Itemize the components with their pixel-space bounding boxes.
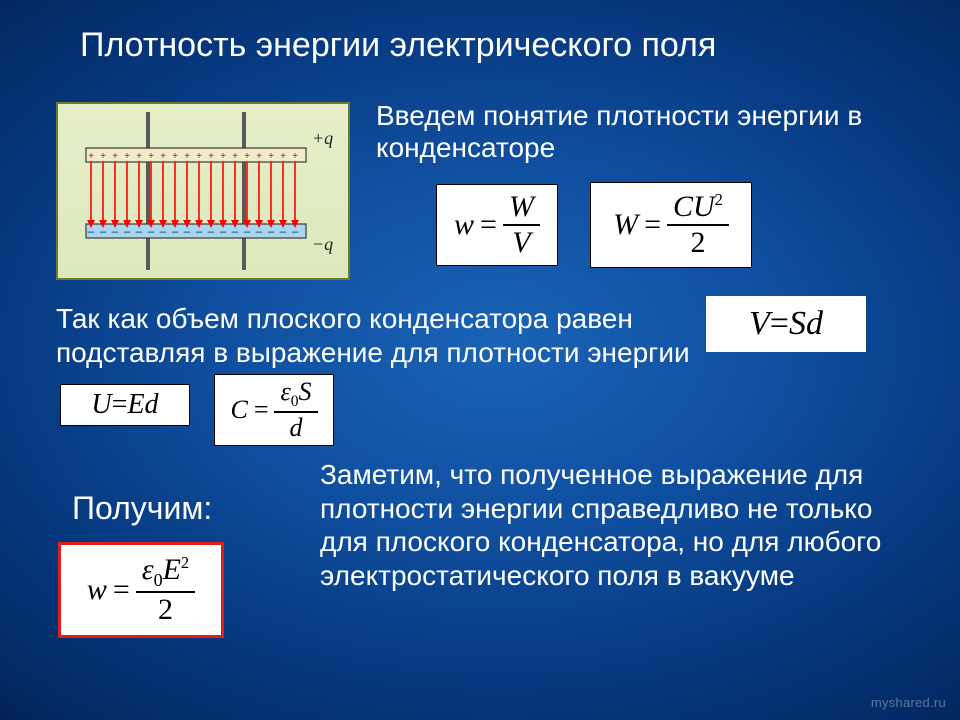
result-label: Получим: <box>72 490 212 527</box>
svg-text:–: – <box>220 224 227 238</box>
svg-text:–: – <box>232 224 239 238</box>
svg-text:+: + <box>172 151 178 162</box>
svg-text:+: + <box>148 151 154 162</box>
svg-text:–: – <box>196 224 203 238</box>
svg-text:–: – <box>268 224 275 238</box>
slide: Плотность энергии электрического поля + +… <box>0 0 960 720</box>
svg-text:+: + <box>232 151 238 162</box>
mid-line2: подставляя в выражение для плотности эне… <box>56 337 690 368</box>
mid-line1: Так как объем плоского конденсатора раве… <box>56 303 633 334</box>
svg-text:–: – <box>256 224 263 238</box>
svg-text:+: + <box>100 151 106 162</box>
svg-text:–: – <box>136 224 143 238</box>
svg-text:+: + <box>160 151 166 162</box>
capacitor-diagram: ++++++++++++++++++––––––––––––––––––+q−q <box>56 102 350 280</box>
svg-text:–: – <box>184 224 191 238</box>
formula-capacitance: C=ε0Sd <box>214 374 334 446</box>
svg-text:+: + <box>184 151 190 162</box>
note-text: Заметим, что полученное выражение для пл… <box>320 458 910 592</box>
svg-text:+: + <box>136 151 142 162</box>
formula-energy-density: w=WV <box>436 184 558 266</box>
formula-energy: W=CU22 <box>590 182 752 268</box>
svg-text:–: – <box>244 224 251 238</box>
svg-text:+: + <box>220 151 226 162</box>
svg-text:−q: −q <box>312 234 333 254</box>
svg-text:+: + <box>244 151 250 162</box>
svg-text:–: – <box>172 224 179 238</box>
watermark: myshared.ru <box>871 695 946 710</box>
svg-text:–: – <box>160 224 167 238</box>
svg-text:–: – <box>124 224 131 238</box>
svg-text:+: + <box>292 151 298 162</box>
capacitor-svg: ++++++++++++++++++––––––––––––––––––+q−q <box>58 104 348 278</box>
svg-text:–: – <box>280 224 287 238</box>
svg-text:–: – <box>112 224 119 238</box>
mid-text: Так как объем плоского конденсатора раве… <box>56 302 696 369</box>
svg-text:–: – <box>100 224 107 238</box>
svg-text:–: – <box>208 224 215 238</box>
svg-text:+: + <box>208 151 214 162</box>
slide-title: Плотность энергии электрического поля <box>80 26 900 65</box>
svg-text:+: + <box>112 151 118 162</box>
svg-text:–: – <box>148 224 155 238</box>
svg-text:+: + <box>88 151 94 162</box>
svg-text:+q: +q <box>312 128 333 148</box>
svg-text:+: + <box>196 151 202 162</box>
svg-text:–: – <box>88 224 95 238</box>
svg-text:+: + <box>256 151 262 162</box>
formula-result: w=ε0E22 <box>58 542 224 638</box>
svg-text:–: – <box>292 224 299 238</box>
intro-text: Введем понятие плотности энергии в конде… <box>376 100 896 164</box>
svg-text:+: + <box>124 151 130 162</box>
svg-text:+: + <box>280 151 286 162</box>
formula-volume: V = Sd <box>706 296 866 352</box>
svg-text:+: + <box>268 151 274 162</box>
formula-voltage: U = Ed <box>60 384 190 426</box>
